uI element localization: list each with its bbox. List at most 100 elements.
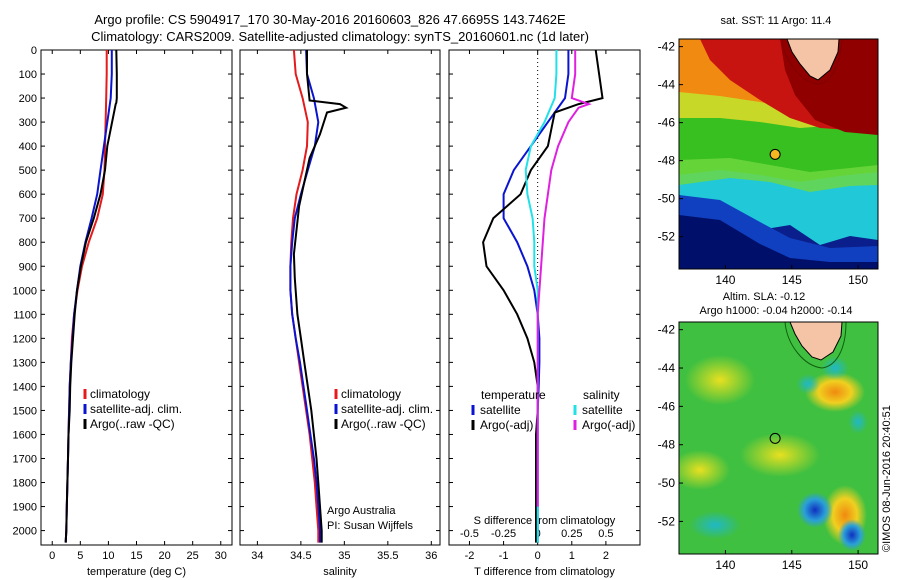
sla-tasmania-land bbox=[789, 322, 843, 361]
sla-feature bbox=[796, 374, 820, 394]
sla-feature bbox=[679, 450, 730, 490]
legend-label: satellite bbox=[480, 403, 521, 417]
x-tick-label: -2 bbox=[465, 550, 475, 562]
y-tick-label: 800 bbox=[19, 237, 37, 249]
sla-map: Altim. SLA: -0.12 Argo h1000: -0.04 h200… bbox=[658, 291, 879, 572]
sla-map-axes: 140 145 150 -42 -44 -46 -48 -50 -52 bbox=[658, 323, 869, 572]
sla-argo-position-marker bbox=[769, 432, 781, 444]
x-axis-label: temperature (deg C) bbox=[87, 566, 186, 578]
map-x-tick-label: 150 bbox=[848, 558, 868, 572]
x-tick-label: 34 bbox=[251, 550, 263, 562]
legend-label: climatology bbox=[90, 387, 150, 401]
plot-frame bbox=[40, 49, 233, 546]
y-tick-label: 700 bbox=[19, 213, 37, 225]
map-y-tick-label: -50 bbox=[658, 192, 676, 206]
difference-panel: -2 -1 0 1 2 T difference from climatology -0.5… bbox=[448, 49, 641, 578]
x-tick-label: 34.5 bbox=[290, 550, 311, 562]
y-tick-label: 500 bbox=[19, 165, 37, 177]
sla-feature bbox=[838, 519, 866, 551]
sst-front-contour bbox=[781, 39, 843, 85]
sla-map-title-line2: Argo h1000: -0.04 h2000: -0.14 bbox=[700, 305, 853, 317]
map-y-tick-label: -42 bbox=[658, 323, 676, 337]
legend-title: temperature bbox=[481, 388, 546, 402]
figure-title-line1: Argo profile: CS 5904917_170 30-May-2016… bbox=[94, 12, 566, 27]
x-tick-label: 20 bbox=[158, 550, 170, 562]
y-tick-label: 1900 bbox=[13, 502, 37, 514]
x-tick-label: -1 bbox=[499, 550, 509, 562]
y-tick-label: 1500 bbox=[13, 405, 37, 417]
annotation-text: PI: Susan Wijffels bbox=[327, 520, 413, 532]
x-tick-label: 1 bbox=[569, 550, 575, 562]
y-tick-label: 2000 bbox=[13, 526, 37, 538]
y-tick-label: 1300 bbox=[13, 357, 37, 369]
map-x-tick-label: 145 bbox=[782, 558, 802, 572]
sst-map-title: sat. SST: 11 Argo: 11.4 bbox=[721, 15, 832, 27]
series-line bbox=[482, 49, 604, 543]
sla-feature bbox=[821, 356, 849, 380]
top-tick-label: -0.5 bbox=[460, 528, 479, 540]
y-tick-label: 1700 bbox=[13, 453, 37, 465]
map-y-tick-label: -50 bbox=[658, 476, 676, 490]
plot-frame bbox=[239, 49, 441, 546]
imos-credit: ©IMOS 08-Jun-2016 20:40:51 bbox=[881, 405, 893, 552]
y-tick-label: 0 bbox=[31, 45, 37, 57]
salinity-panel: 34 34.5 35 35.5 36 salinity climatologysatelli… bbox=[239, 49, 441, 578]
annotation-text: Argo Australia bbox=[327, 505, 396, 517]
x-tick-label: 25 bbox=[187, 550, 199, 562]
x-tick-label: 0 bbox=[535, 550, 541, 562]
series-line bbox=[292, 50, 349, 543]
x-tick-label: 35.5 bbox=[377, 550, 398, 562]
x-axis-label: salinity bbox=[323, 566, 357, 578]
map-x-tick-label: 140 bbox=[715, 558, 735, 572]
legend-label: Argo(..raw -QC) bbox=[341, 417, 426, 431]
x-tick-label: 36 bbox=[425, 550, 437, 562]
sla-feature bbox=[685, 355, 755, 405]
y-tick-label: 1800 bbox=[13, 478, 37, 490]
x-tick-label: 0 bbox=[49, 550, 55, 562]
sla-contour bbox=[784, 322, 847, 369]
series-line bbox=[536, 50, 592, 507]
top-tick-label: 0.25 bbox=[561, 528, 582, 540]
legend-label: Argo(-adj) bbox=[480, 418, 533, 432]
y-tick-label: 600 bbox=[19, 189, 37, 201]
sla-map-frame bbox=[678, 321, 879, 555]
x-tick-label: 15 bbox=[130, 550, 142, 562]
legend-label: satellite-adj. clim. bbox=[90, 402, 182, 416]
map-y-tick-label: -48 bbox=[658, 154, 676, 168]
sla-feature bbox=[740, 433, 820, 477]
sla-map-title-line1: Altim. SLA: -0.12 bbox=[723, 291, 806, 303]
x-tick-label: 35 bbox=[338, 550, 350, 562]
x-axis-label: T difference from climatology bbox=[474, 566, 615, 578]
map-y-tick-label: -44 bbox=[658, 78, 676, 92]
legend-label: Argo(..raw -QC) bbox=[90, 417, 175, 431]
map-y-tick-label: -48 bbox=[658, 438, 676, 452]
figure-title-line2: Climatology: CARS2009. Satellite-adjuste… bbox=[91, 29, 589, 44]
y-tick-label: 1000 bbox=[13, 285, 37, 297]
y-tick-label: 1100 bbox=[13, 309, 37, 321]
sst-map-axes: 140 145 150 -42 -44 -46 -48 -50 -52 bbox=[658, 40, 869, 287]
sla-feature bbox=[848, 410, 868, 434]
x-tick-label: 5 bbox=[77, 550, 83, 562]
y-tick-label: 100 bbox=[19, 69, 37, 81]
y-tick-label: 900 bbox=[19, 261, 37, 273]
series-line bbox=[289, 49, 321, 543]
x-tick-label: 2 bbox=[603, 550, 609, 562]
sst-map: sat. SST: 11 Argo: 11.4 140 145 150 -42 -44 -… bbox=[658, 15, 879, 287]
map-y-tick-label: -52 bbox=[658, 230, 676, 244]
map-y-tick-label: -52 bbox=[658, 514, 676, 528]
sst-blue bbox=[679, 195, 878, 262]
legend-label: Argo(-adj) bbox=[582, 418, 635, 432]
y-tick-label: 200 bbox=[19, 93, 37, 105]
sla-feature bbox=[805, 372, 865, 412]
y-tick-label: 1400 bbox=[13, 381, 37, 393]
plot-frame bbox=[448, 49, 641, 546]
series-line bbox=[64, 49, 118, 543]
map-y-tick-label: -46 bbox=[658, 116, 676, 130]
legend-label: climatology bbox=[341, 387, 401, 401]
map-y-tick-label: -44 bbox=[658, 361, 676, 375]
map-y-tick-label: -46 bbox=[658, 399, 676, 413]
sst-map-frame bbox=[678, 38, 879, 270]
y-tick-label: 1600 bbox=[13, 429, 37, 441]
y-tick-label: 1200 bbox=[13, 333, 37, 345]
